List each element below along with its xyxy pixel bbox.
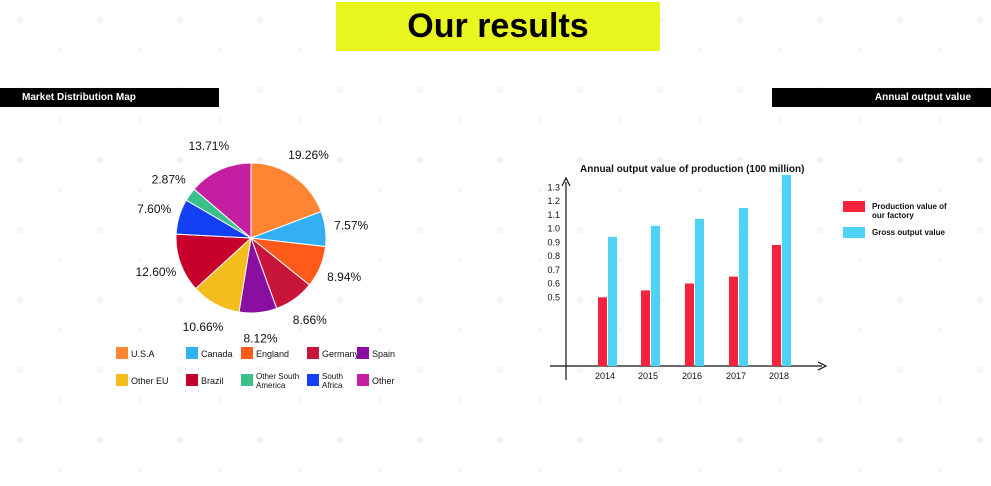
pie-label-brazil: 12.60% [136, 265, 177, 279]
y-tick-label: 0.8 [547, 251, 560, 261]
legend-label-u-s-a: U.S.A [131, 349, 155, 359]
legend-label-south-africa: South [322, 372, 343, 381]
y-tick-label: 0.5 [547, 292, 560, 302]
x-tick-label-2014: 2014 [595, 371, 615, 381]
x-tick-label-2018: 2018 [769, 371, 789, 381]
pie-slice-other [193, 162, 252, 240]
pie-label-u-s-a: 19.26% [288, 148, 329, 162]
legend-label-other: Other [372, 376, 395, 386]
bar-gross-2014 [608, 236, 617, 367]
pie-label-south-africa: 7.60% [137, 202, 171, 216]
bar-legend-label-production: our factory [872, 211, 914, 220]
legend-label-brazil: Brazil [201, 376, 224, 386]
bar-production-2015 [641, 290, 650, 366]
page-title: Our results [336, 2, 660, 51]
market-distribution-label: Market Distribution Map [0, 88, 219, 107]
bar-production-2014 [598, 297, 607, 367]
y-tick-label: 1.3 [547, 182, 560, 192]
pie-label-other: 13.71% [188, 139, 229, 153]
pie-label-england: 8.94% [327, 270, 361, 284]
legend-label-spain: Spain [372, 349, 395, 359]
pie-label-other-eu: 10.66% [183, 320, 224, 334]
legend-swatch-south-africa [307, 374, 319, 386]
x-tick-label-2017: 2017 [726, 371, 746, 381]
legend-swatch-other [357, 374, 369, 386]
annual-output-label: Annual output value [772, 88, 991, 107]
bar-gross-2017 [739, 207, 748, 366]
x-axis-arrow [817, 361, 828, 371]
legend-swatch-other-south-america [241, 374, 253, 386]
pie-slice-u-s-a [250, 162, 322, 239]
y-tick-label: 1.0 [547, 224, 560, 234]
y-tick-label: 0.7 [547, 265, 560, 275]
y-axis-arrow [561, 176, 571, 187]
bar-gross-2016 [695, 218, 704, 366]
y-tick-label: 1.1 [547, 210, 560, 220]
y-tick-label: 1.2 [547, 196, 560, 206]
legend-swatch-germany [307, 347, 319, 359]
legend-swatch-u-s-a [116, 347, 128, 359]
legend-label-south-africa: Africa [322, 381, 343, 390]
legend-label-other-eu: Other EU [131, 376, 169, 386]
bar-legend-swatch-production [843, 201, 865, 212]
bar-gross-2018 [782, 174, 791, 366]
bar-gross-2015 [651, 225, 660, 367]
legend-label-other-south-america: Other South [256, 372, 299, 381]
legend-label-germany: Germany [322, 349, 360, 359]
legend-label-canada: Canada [201, 349, 233, 359]
legend-swatch-spain [357, 347, 369, 359]
legend-swatch-canada [186, 347, 198, 359]
bar-production-2017 [729, 276, 738, 366]
bar-production-2016 [685, 283, 694, 366]
bar-legend-label-production: Production value of [872, 202, 947, 211]
y-tick-label: 0.6 [547, 279, 560, 289]
legend-swatch-other-eu [116, 374, 128, 386]
pie-label-spain: 8.12% [243, 332, 277, 346]
pie-slice-brazil [175, 233, 253, 290]
bar-chart-title: Annual output value of production (100 m… [580, 164, 804, 175]
legend-label-england: England [256, 349, 289, 359]
pie-label-canada: 7.57% [334, 219, 368, 233]
pie-label-germany: 8.66% [293, 313, 327, 327]
bar-legend-swatch-gross [843, 227, 865, 238]
legend-swatch-brazil [186, 374, 198, 386]
x-tick-label-2016: 2016 [682, 371, 702, 381]
bar-production-2018 [772, 245, 781, 366]
bar-legend-label-gross: Gross output value [872, 228, 945, 237]
pie-label-other-south-america: 2.87% [152, 172, 186, 186]
legend-swatch-england [241, 347, 253, 359]
legend-label-other-south-america: America [256, 381, 286, 390]
y-tick-label: 0.9 [547, 237, 560, 247]
x-tick-label-2015: 2015 [638, 371, 658, 381]
